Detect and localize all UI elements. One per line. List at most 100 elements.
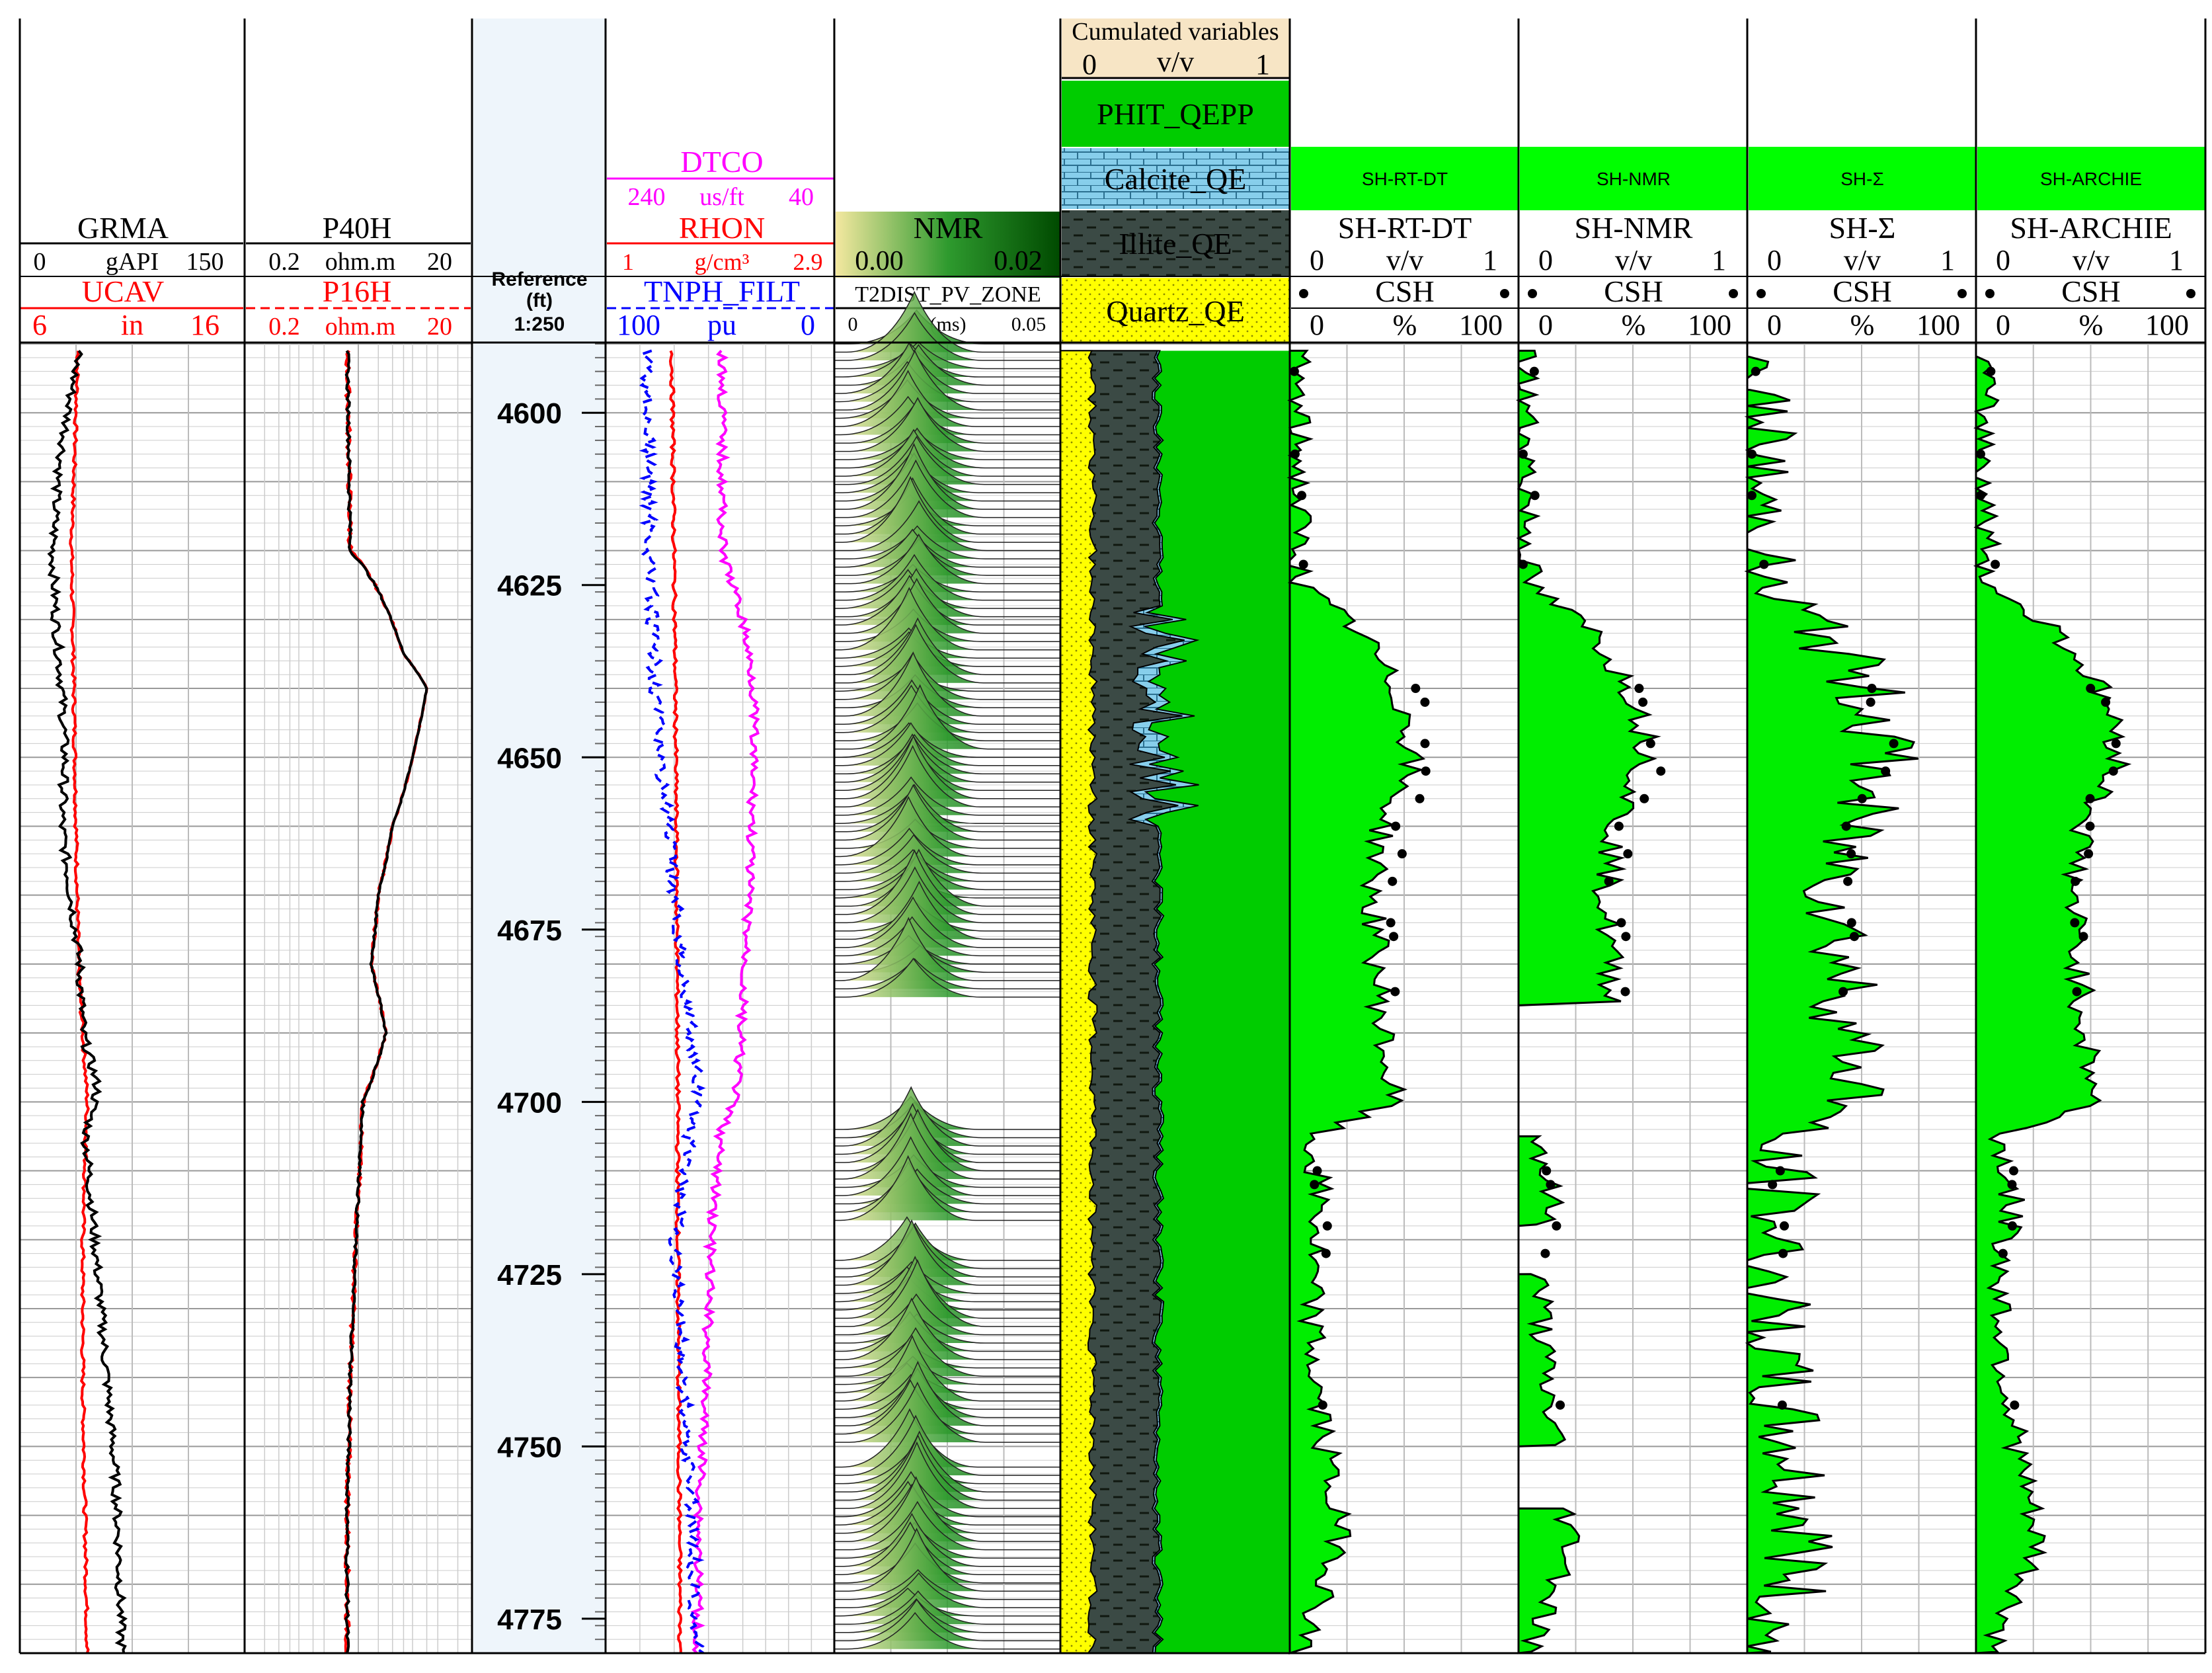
nmr-distribution [834, 849, 1060, 915]
csh-point [2111, 739, 2121, 749]
csh-point [1849, 932, 1859, 942]
nmr-distribution [834, 1572, 1060, 1608]
p16h-scale-left: 0.2 [268, 313, 300, 341]
dtco-curve [690, 350, 760, 1654]
csh-point [1747, 491, 1757, 501]
nmr-distribution [834, 880, 1060, 940]
sh-scale-right-sigma: 1 [1940, 244, 1955, 276]
sh-header-nmr: SH-NMR SH-NMR 0 v/v 1 CSH 0 % 100 [1520, 147, 1747, 341]
rhon-curve [668, 350, 683, 1653]
sh-pct-left-nmr: 0 [1538, 309, 1553, 341]
grma-scale-left: 0 [34, 248, 46, 276]
depth-tick-label: 4750 [497, 1431, 562, 1463]
p40h-name: P40H [323, 211, 392, 245]
nmr-distribution [834, 866, 1060, 924]
nmr-distribution [834, 1598, 1060, 1641]
depth-tick-label: 4625 [497, 570, 562, 602]
csh-point [1656, 766, 1666, 776]
nmr-distribution [834, 1255, 1060, 1319]
csh-point [1778, 1248, 1788, 1258]
sh-scale-left-archie: 0 [1996, 244, 2010, 276]
nmr-distribution [834, 1441, 1060, 1509]
csh-point [1391, 821, 1401, 831]
data-fills [834, 290, 2132, 1655]
sh-scale-right-rtdt: 1 [1483, 244, 1497, 276]
csh-point [1780, 1221, 1790, 1231]
csh-point [1322, 1221, 1332, 1231]
nmr-distribution [834, 651, 1060, 717]
sh-name-nmr: SH-NMR [1575, 211, 1693, 245]
csh-point [2086, 684, 2096, 694]
sh-scale-right-nmr: 1 [1712, 244, 1726, 276]
nmr-distribution [834, 1293, 1060, 1336]
track2-header: P40H 0.2 ohm.m 20 P16H 0.2 ohm.m 20 [246, 211, 471, 341]
track1-header: GRMA 0 gAPI 150 UCAV 6 in 16 [20, 211, 243, 341]
csh-point [2010, 1400, 2020, 1410]
depth-header: Reference (ft) 1:250 [491, 268, 587, 335]
csh-point [1552, 1221, 1561, 1231]
depth-tick-label: 4600 [497, 397, 562, 430]
csh-point [1411, 684, 1421, 694]
nmr-distribution [834, 958, 1060, 990]
ucav-scale-right: 16 [190, 309, 219, 341]
nmr-distribution [834, 343, 1060, 378]
sh-header-sigma: SH-Σ SH-Σ 0 v/v 1 CSH 0 % 100 [1749, 147, 1976, 341]
nmr-distribution [834, 575, 1060, 626]
csh-point [1604, 876, 1614, 886]
sh-pct-right-nmr: 100 [1688, 309, 1731, 341]
csh-point [1540, 1248, 1550, 1258]
nmr-scale-left: 0.00 [855, 246, 904, 276]
csh-point [1321, 1248, 1331, 1258]
nmr-distribution [834, 916, 1060, 957]
nmr-distribution [834, 1414, 1060, 1476]
legend-calcite-box [1062, 148, 1290, 209]
depth-label-reference: Reference [491, 268, 587, 290]
nmr-scale-right: 0.02 [994, 246, 1043, 276]
csh-point [2108, 766, 2118, 776]
nmr-distribution [834, 1521, 1060, 1575]
csh-point [2101, 697, 2111, 707]
sh-name-rtdt: SH-RT-DT [1338, 211, 1472, 245]
csh-point [1768, 1180, 1778, 1190]
sh-pct-unit-nmr: % [1622, 309, 1646, 341]
sh-pct-unit-sigma: % [1850, 309, 1875, 341]
csh-point [1421, 766, 1431, 776]
csh-point [1986, 366, 1996, 376]
depth-tick-labels: 4600 4625 4650 4675 4700 4725 4750 4775 [497, 397, 606, 1636]
tnph-curve [639, 349, 706, 1654]
csh-point [1759, 559, 1769, 569]
track5-header: NMR 0.00 0.02 T2DIST_PV_ZONE 0 (ms) 0.05 [836, 211, 1060, 335]
csh-point [1843, 876, 1853, 886]
nmr-axis-left: 0 [848, 313, 858, 335]
nmr-distribution [834, 442, 1060, 510]
csh-point [1857, 794, 1867, 803]
csh-point [1310, 1180, 1320, 1190]
ucav-scale-left: 6 [32, 309, 47, 341]
nmr-distribution [834, 1430, 1060, 1492]
csh-point [1975, 491, 1985, 501]
nmr-distribution [834, 776, 1060, 816]
nmr-distribution [834, 1136, 1060, 1196]
depth-scale: 1:250 [514, 313, 565, 335]
p40h-scale-left: 0.2 [268, 248, 300, 276]
csh-point [1846, 918, 1856, 928]
nmr-distribution [834, 1528, 1060, 1592]
nmr-distribution [834, 1612, 1060, 1650]
csh-point [2007, 1180, 2017, 1190]
legend-quartz-box [1062, 278, 1290, 344]
csh-point [1838, 987, 1848, 997]
nmr-distribution [834, 1379, 1060, 1435]
sh-headers: SH-RT-DT SH-RT-DT 0 v/v 1 CSH 0 % 100 SH… [1291, 147, 2205, 341]
nmr-name: NMR [914, 211, 983, 245]
nmr-distribution [834, 1334, 1060, 1402]
quartz-fill [1060, 350, 1098, 1654]
rhon-name: RHON [679, 211, 765, 245]
sh-fill [1517, 1273, 1567, 1448]
csh-point [1297, 491, 1307, 501]
legend-quartz: Quartz_QE [1106, 294, 1244, 328]
csh-point [1556, 1400, 1565, 1410]
csh-point [1620, 987, 1630, 997]
nmr-distribution [834, 569, 1060, 609]
p40h-curve [344, 350, 428, 1654]
